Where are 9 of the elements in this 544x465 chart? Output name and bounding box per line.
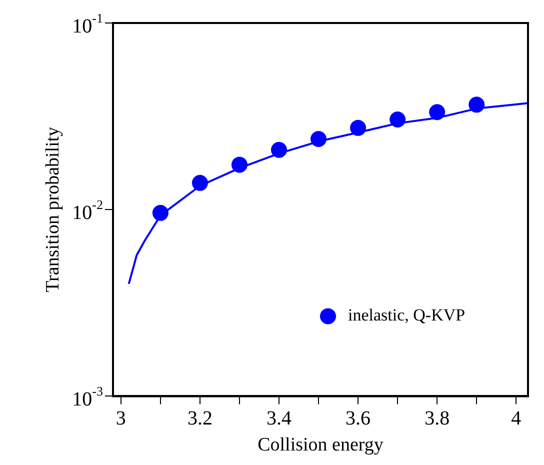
y-axis-title: Transition probability	[42, 126, 64, 292]
x-tick-label: 4	[511, 407, 522, 430]
x-tick-label: 3.4	[266, 407, 292, 430]
legend-label: inelastic, Q-KVP	[348, 306, 466, 325]
x-tick-label: 3.2	[187, 407, 212, 430]
x-tick-label: 3.6	[346, 407, 371, 430]
x-axis-title: Collision energy	[258, 434, 384, 456]
x-tick-label: 3	[116, 407, 126, 430]
x-tick-label: 3.8	[424, 407, 450, 430]
